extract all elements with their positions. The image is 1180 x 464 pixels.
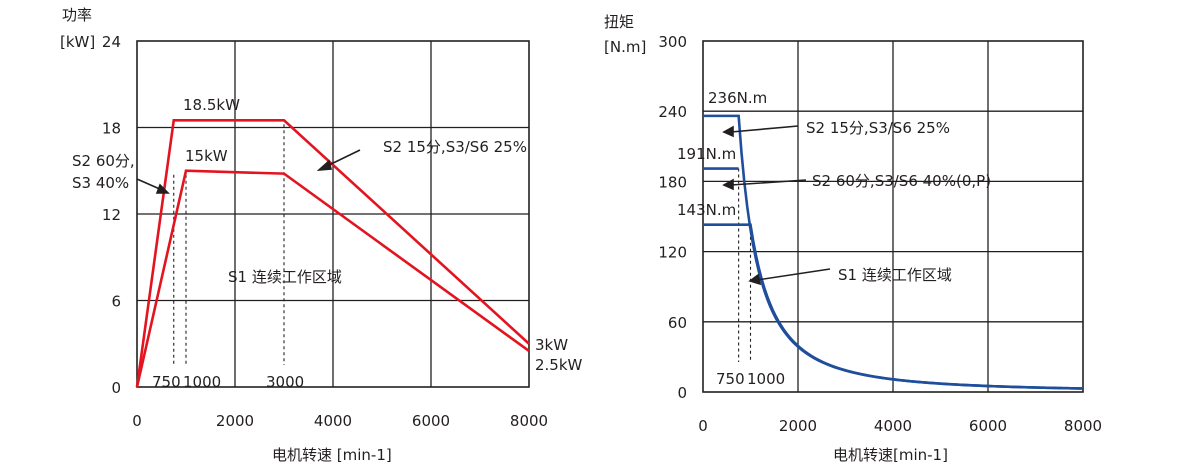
- power-x-axis-label: 电机转速 [min-1]: [272, 446, 392, 464]
- torque-speed-markers: [738, 168, 752, 362]
- power-peak-low-label: 15kW: [185, 147, 228, 165]
- power-series-line-1: [135, 118, 530, 388]
- torque-y-tick-60: 60: [668, 314, 687, 332]
- power-speed-markers: [173, 124, 285, 365]
- torque-mid-label: 191N.m: [677, 145, 736, 163]
- power-peak-high-label: 18.5kW: [183, 96, 240, 114]
- torque-x-tick-2000: 2000: [779, 417, 817, 435]
- torque-y-tick-0: 0: [677, 384, 687, 402]
- torque-x-tick-4000: 4000: [874, 417, 912, 435]
- torque-series-low-label: S1 连续工作区域: [838, 266, 952, 284]
- torque-x-axis-label: 电机转速[min-1]: [833, 446, 948, 464]
- torque-low-label: 143N.m: [677, 201, 736, 219]
- power-tick-labels: 0 2000 4000 6000 8000 0 6 12 18 24: [102, 33, 548, 430]
- torque-arrow-mid-head: [722, 178, 734, 191]
- torque-high-label: 236N.m: [708, 89, 767, 107]
- power-series: [135, 118, 530, 388]
- torque-y-tick-180: 180: [658, 173, 687, 191]
- power-series-high-label: S2 15分,S3/S6 25%: [383, 138, 527, 156]
- torque-y-tick-240: 240: [658, 103, 687, 121]
- torque-arrow-mid: [730, 179, 807, 186]
- torque-arrow-low-head: [748, 273, 762, 286]
- power-end-high-label: 3kW: [535, 336, 568, 354]
- power-arrows: [136, 149, 361, 194]
- power-speed-label-750: 750: [152, 373, 181, 391]
- power-y-tick-18: 18: [102, 120, 121, 138]
- power-series-line-2: [135, 169, 530, 388]
- torque-arrows: [722, 125, 831, 286]
- power-series-low-label-2: S3 40%: [72, 174, 129, 192]
- torque-series: [703, 114, 1084, 390]
- power-speed-label-3000: 3000: [266, 373, 304, 391]
- power-x-tick-6000: 6000: [412, 412, 450, 430]
- power-arrow-high-head: [316, 159, 333, 171]
- torque-speed-label-750: 750: [716, 370, 745, 388]
- torque-series-line-3: [703, 223, 1084, 390]
- power-series-low-label-1: S2 60分,: [72, 152, 135, 170]
- torque-x-tick-0: 0: [698, 417, 708, 435]
- power-speed-label-1000: 1000: [183, 373, 221, 391]
- torque-axis-unit: [N.m]: [604, 38, 646, 56]
- torque-chart: 0 2000 4000 6000 8000 0 60 120 180 240 300 扭矩 [N.m…: [604, 13, 1102, 464]
- torque-arrow-high-head: [722, 125, 734, 138]
- torque-axis-title: 扭矩: [604, 13, 634, 31]
- power-region-label: S1 连续工作区域: [228, 268, 342, 286]
- power-y-tick-12: 12: [102, 206, 121, 224]
- power-chart: 0 2000 4000 6000 8000 0 6 12 18 24 功率 [kW] 电机转速 […: [60, 6, 583, 464]
- torque-y-tick-300: 300: [658, 33, 687, 51]
- power-end-low-label: 2.5kW: [535, 356, 583, 374]
- torque-x-tick-8000: 8000: [1064, 417, 1102, 435]
- power-y-tick-6: 6: [111, 293, 121, 311]
- torque-tick-labels: 0 2000 4000 6000 8000 0 60 120 180 240 300: [658, 33, 1102, 435]
- torque-y-tick-120: 120: [658, 244, 687, 262]
- power-y-tick-0: 0: [111, 379, 121, 397]
- power-arrow-low-head: [155, 183, 170, 194]
- power-y-tick-24: 24: [102, 33, 121, 51]
- torque-arrow-high: [730, 125, 799, 133]
- power-grid: [136, 40, 530, 388]
- torque-x-tick-6000: 6000: [969, 417, 1007, 435]
- power-axis-unit: [kW]: [60, 33, 95, 51]
- torque-series-mid-label: S2 60分,S3/S6 40%(0,P): [812, 172, 991, 190]
- torque-series-high-label: S2 15分,S3/S6 25%: [806, 119, 950, 137]
- power-arrow-low: [136, 178, 163, 191]
- power-arrow-high: [324, 149, 361, 168]
- power-x-tick-0: 0: [132, 412, 142, 430]
- torque-grid: [702, 40, 1084, 393]
- torque-speed-label-1000: 1000: [747, 370, 785, 388]
- power-axis-title: 功率: [62, 6, 92, 24]
- power-x-tick-2000: 2000: [216, 412, 254, 430]
- power-x-tick-8000: 8000: [510, 412, 548, 430]
- torque-arrow-low: [756, 268, 831, 281]
- power-x-tick-4000: 4000: [314, 412, 352, 430]
